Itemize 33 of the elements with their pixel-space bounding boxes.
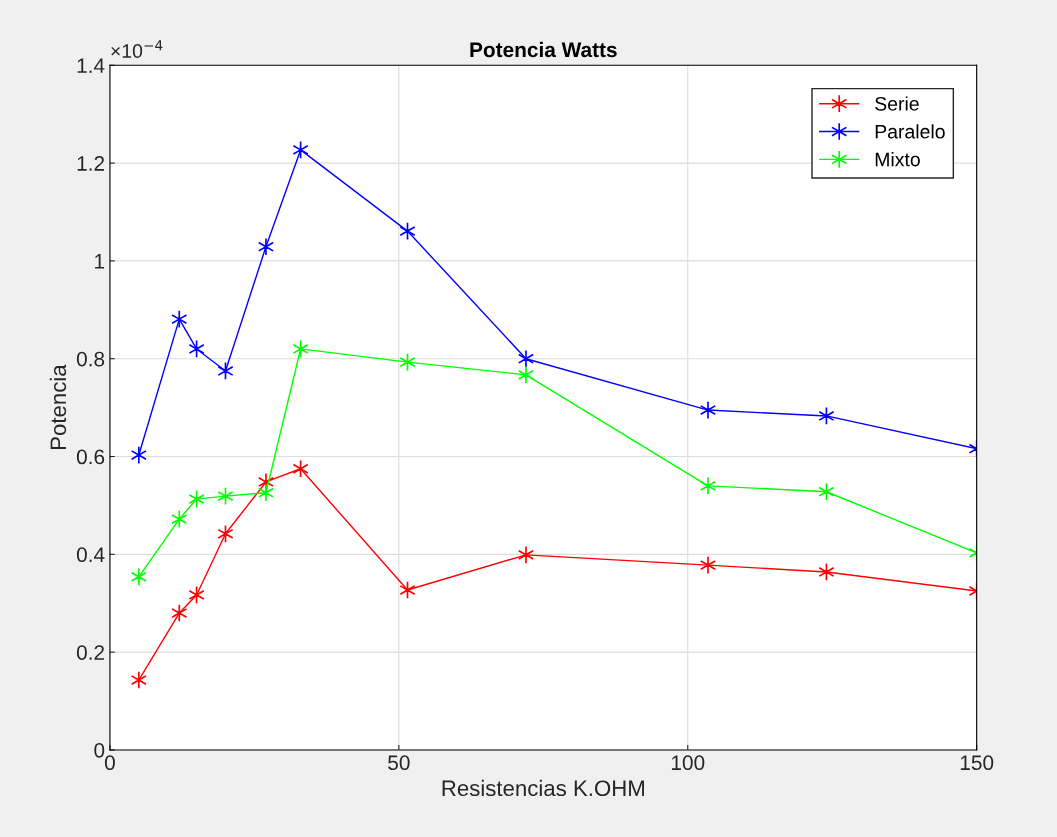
point (171, 509, 188, 529)
point (699, 400, 717, 420)
text: ×10$^{−4}$ (111, 40, 163, 58)
point (517, 349, 535, 368)
legend-label: Serie (875, 96, 919, 111)
point (699, 555, 717, 575)
x-tick-label: 50 (388, 755, 410, 771)
y-tick-label: 1 (95, 254, 105, 269)
x-axis-title: Resistencias K.OHM (442, 779, 644, 797)
x-tick-label: 150 (960, 755, 994, 771)
legend-label: Mixto (875, 152, 920, 167)
point (257, 483, 274, 502)
y-tick-label: 0.2 (76, 645, 105, 660)
point (257, 237, 274, 256)
legend-label: Paralelo (875, 124, 945, 139)
point (171, 309, 188, 329)
y-tick-label: 1.2 (77, 156, 105, 171)
point (517, 365, 535, 385)
y-tick-label: 0.4 (76, 547, 105, 563)
x-tick-label: 0 (104, 755, 115, 771)
x-tick-label: 100 (671, 755, 705, 771)
point (171, 603, 188, 623)
point (130, 670, 147, 690)
point (699, 476, 717, 496)
y-tick-label: 0.8 (76, 351, 105, 367)
point (130, 445, 147, 465)
point (130, 567, 147, 586)
y-tick-label: 1.4 (77, 58, 105, 73)
chart-title: Potencia Watts (470, 41, 617, 58)
y-tick-label: 0 (94, 742, 105, 758)
y-axis-title: Potencia (49, 364, 67, 450)
y-tick-label: 0.6 (76, 449, 105, 465)
point (517, 545, 535, 564)
